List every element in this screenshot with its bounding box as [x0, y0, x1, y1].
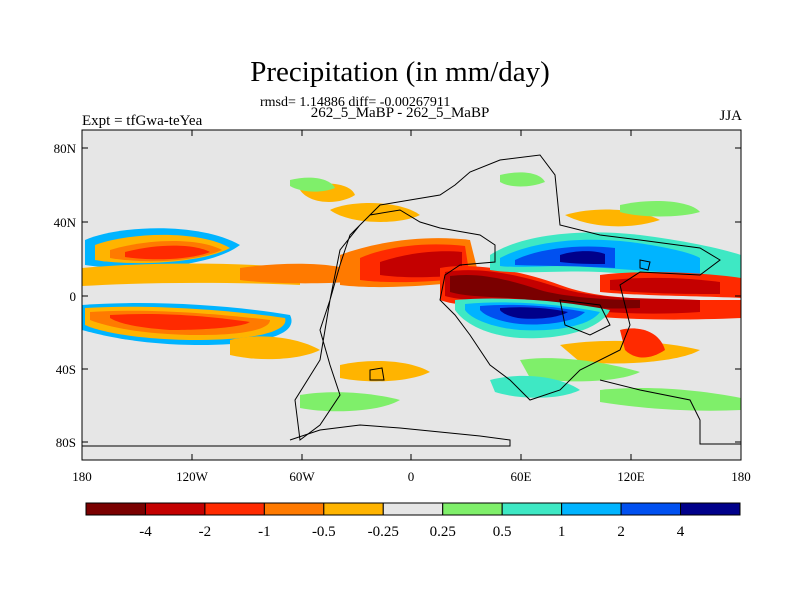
colorbar-swatch — [263, 502, 325, 516]
colorbar-label: -1 — [258, 524, 271, 540]
precip-field — [82, 130, 741, 460]
season-label: JJA — [719, 108, 742, 124]
coastlines — [82, 154, 741, 447]
lat-tick-label: 40N — [54, 215, 77, 230]
lon-tick-label: 60W — [289, 469, 315, 484]
plot-title: Precipitation (in mm/day) — [250, 56, 550, 88]
experiment-subtitle: 262_5_MaBP - 262_5_MaBP — [310, 105, 490, 121]
colorbar-swatch — [561, 502, 622, 516]
colorbar-label: -0.25 — [368, 524, 399, 540]
colorbar-swatch — [323, 502, 384, 516]
colorbar: -4 -2 -1 -0.5 -0.25 0.25 0.5 1 2 4 — [85, 502, 741, 540]
colorbar-swatch — [680, 502, 741, 516]
lat-axis: 80N 40N 0 40S 80S — [54, 141, 741, 450]
colorbar-swatch — [204, 502, 265, 516]
lat-tick-label: 80N — [54, 141, 77, 156]
colorbar-swatch — [144, 502, 206, 516]
lon-tick-label: 120E — [617, 469, 645, 484]
colorbar-label: -2 — [199, 524, 212, 540]
colorbar-swatch — [382, 502, 444, 516]
colorbar-label: -4 — [139, 524, 152, 540]
colorbar-swatch — [442, 502, 503, 516]
colorbar-swatch — [501, 502, 563, 516]
lon-tick-label: 0 — [408, 469, 415, 484]
lon-tick-label: 60E — [511, 469, 532, 484]
lat-tick-label: 80S — [56, 435, 76, 450]
lon-tick-label: 180 — [72, 469, 92, 484]
stats-line: rmsd= 1.14886 diff= -0.00267911 — [260, 95, 451, 110]
colorbar-label: -0.5 — [312, 524, 336, 540]
lat-tick-label: 40S — [56, 362, 76, 377]
colorbar-label: 2 — [617, 524, 625, 540]
lat-tick-label: 0 — [70, 289, 77, 304]
colorbar-label: 0.5 — [493, 524, 512, 540]
colorbar-label: 4 — [677, 524, 685, 540]
colorbar-swatch — [85, 502, 146, 516]
lon-tick-label: 180 — [731, 469, 751, 484]
lon-tick-label: 120W — [176, 469, 209, 484]
experiment-label: Expt = tfGwa-teYea — [82, 113, 203, 129]
colorbar-label: 0.25 — [430, 524, 456, 540]
colorbar-label: 1 — [558, 524, 566, 540]
colorbar-swatch — [620, 502, 682, 516]
lon-axis: 180 120W 60W 0 60E 120E 180 — [72, 130, 751, 484]
